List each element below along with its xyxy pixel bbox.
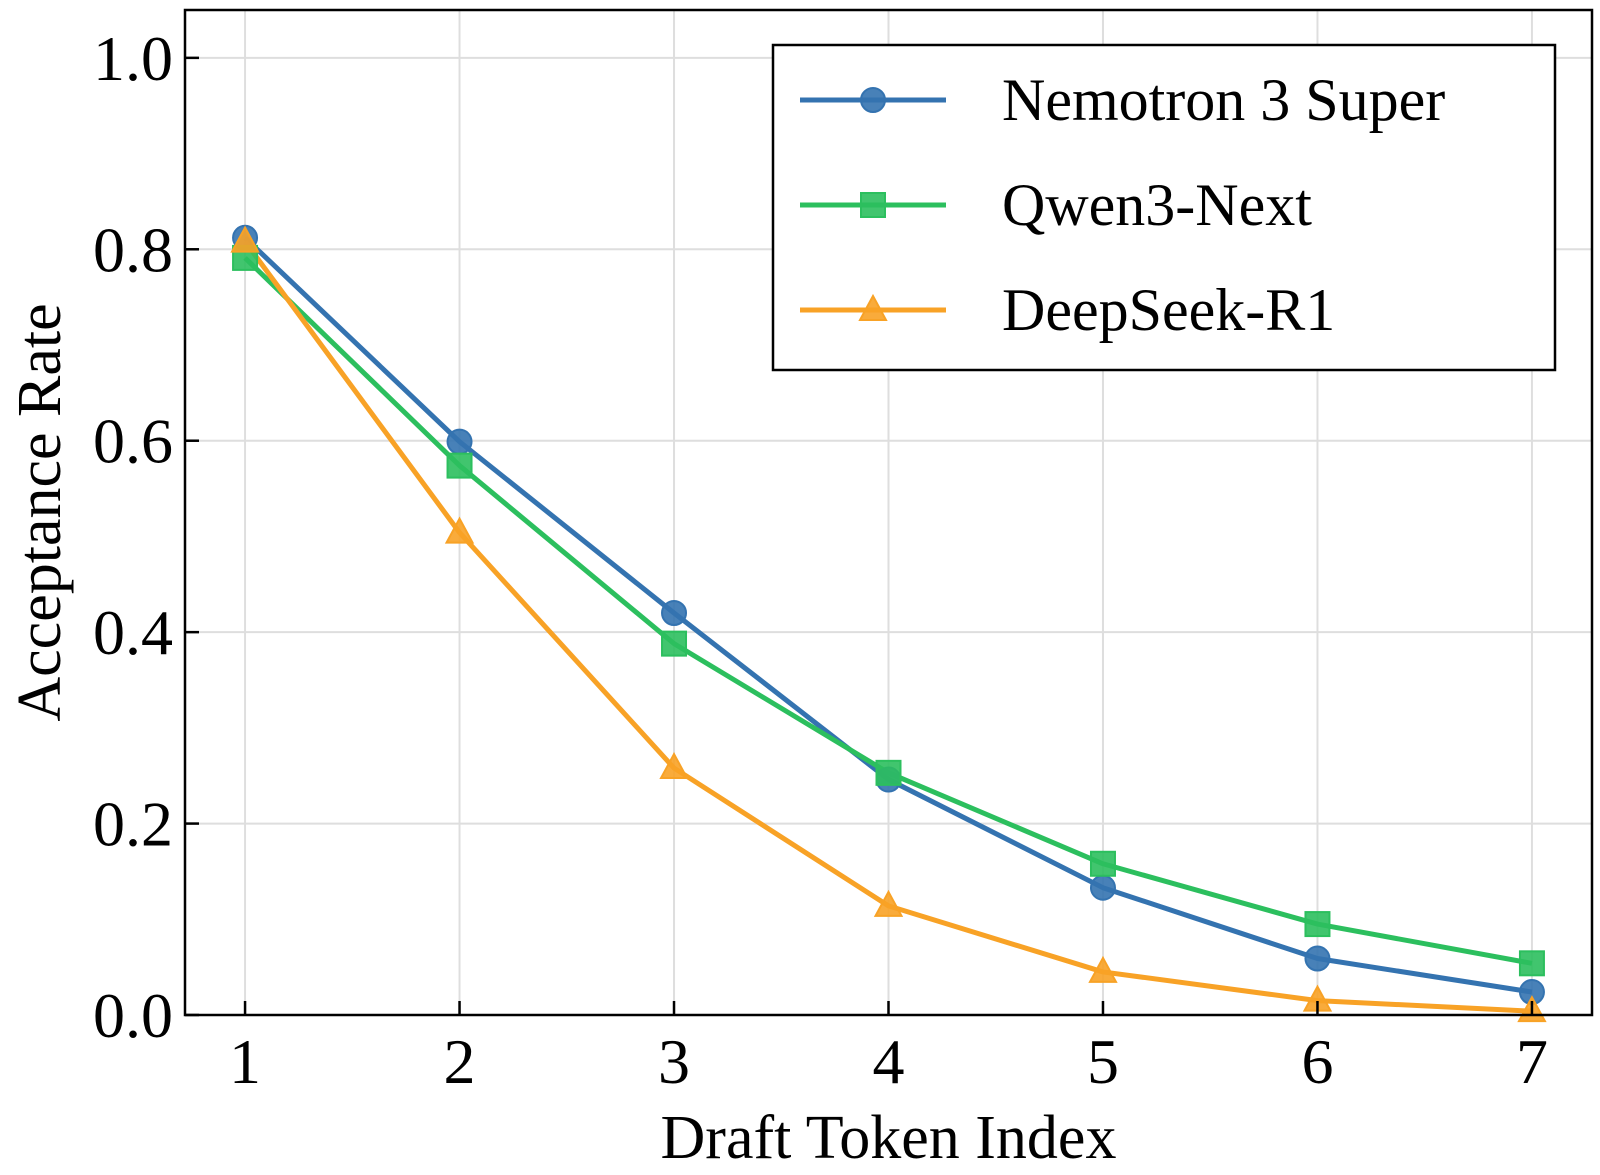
y-axis-label: Acceptance Rate bbox=[6, 303, 74, 721]
data-point-series-2 bbox=[1089, 850, 1116, 877]
data-point-series-3 bbox=[873, 889, 904, 917]
y-tick-label: 1.0 bbox=[93, 23, 173, 94]
data-point-series-2 bbox=[1518, 950, 1545, 977]
legend-label-1: Nemotron 3 Super bbox=[1002, 67, 1445, 133]
data-point-series-2 bbox=[661, 630, 688, 657]
x-tick-label: 6 bbox=[1301, 1026, 1333, 1097]
x-tick-label: 3 bbox=[658, 1026, 690, 1097]
y-tick-label: 0.6 bbox=[93, 406, 173, 477]
data-point-series-2 bbox=[446, 452, 473, 479]
x-tick-label: 1 bbox=[229, 1026, 261, 1097]
data-point-series-3 bbox=[230, 225, 260, 253]
data-point-series-2 bbox=[1304, 911, 1331, 938]
legend-marker-1 bbox=[860, 87, 886, 113]
x-tick-label: 5 bbox=[1087, 1026, 1119, 1097]
legend-marker-2 bbox=[860, 192, 886, 218]
y-tick-label: 0.8 bbox=[93, 214, 173, 285]
x-axis-label: Draft Token Index bbox=[661, 1104, 1117, 1172]
data-point-series-1 bbox=[1089, 874, 1116, 901]
data-point-series-3 bbox=[444, 516, 475, 544]
legend: Nemotron 3 Super Qwen3-Next DeepSeek-R1 bbox=[771, 43, 1557, 372]
axis-ticks: 1 2 3 4 5 6 7 0.0 0.2 0.4 0.6 0.8 1.0 bbox=[93, 23, 1548, 1097]
data-point-series-3 bbox=[1088, 955, 1118, 983]
data-point-series-2 bbox=[875, 759, 902, 786]
legend-marker-3 bbox=[858, 293, 888, 321]
data-point-series-3 bbox=[659, 751, 689, 780]
x-tick-label: 2 bbox=[444, 1026, 476, 1097]
series-markers bbox=[230, 224, 1547, 1023]
x-tick-label: 7 bbox=[1516, 1026, 1548, 1097]
legend-label-3: DeepSeek-R1 bbox=[1002, 277, 1335, 343]
x-tick-label: 4 bbox=[873, 1026, 905, 1097]
data-point-series-1 bbox=[1304, 945, 1331, 972]
data-point-series-1 bbox=[446, 428, 473, 455]
y-tick-label: 0.4 bbox=[93, 597, 173, 668]
y-tick-label: 0.2 bbox=[93, 789, 173, 860]
y-tick-label: 0.0 bbox=[93, 980, 173, 1051]
data-point-series-1 bbox=[661, 600, 688, 626]
legend-label-2: Qwen3-Next bbox=[1002, 172, 1312, 238]
